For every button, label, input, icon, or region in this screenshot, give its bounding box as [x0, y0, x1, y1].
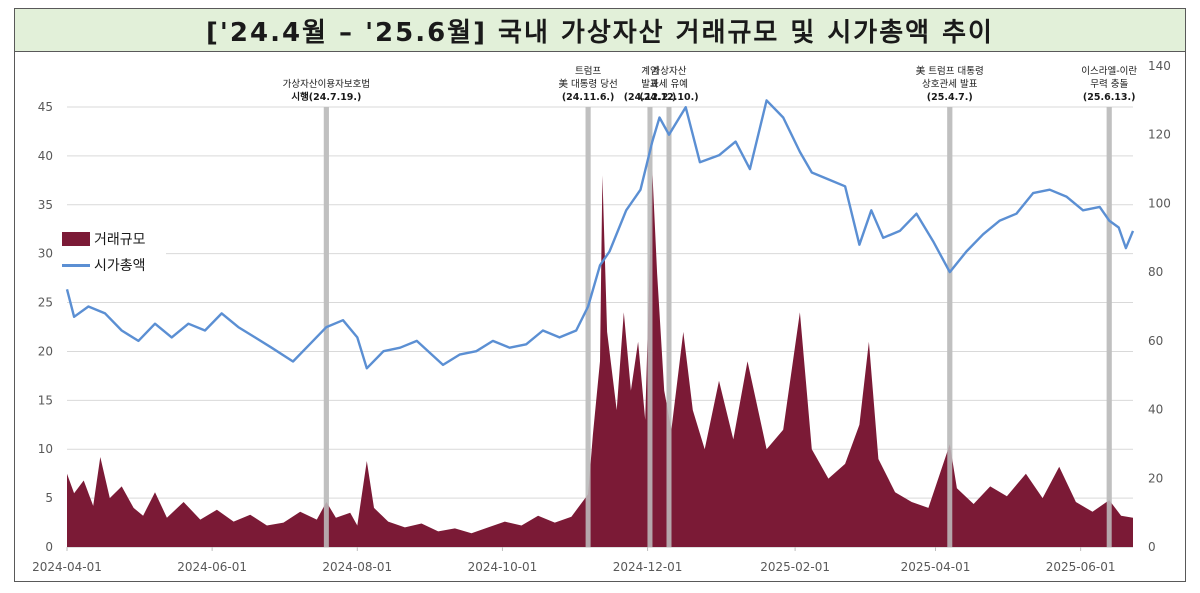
x-tick-label: 2024-12-01	[613, 560, 683, 574]
y-right-tick-label: 60	[1148, 334, 1163, 348]
y-left-tick-label: 20	[38, 344, 53, 358]
event-marker-bar-overlay	[647, 107, 653, 547]
y-right-tick-label: 120	[1148, 128, 1171, 142]
event-marker-bar-overlay	[585, 107, 591, 547]
y-right-tick-label: 80	[1148, 265, 1163, 279]
chart-title: ['24.4월 – '25.6월] 국내 가상자산 거래규모 및 시가총액 추이	[206, 17, 994, 48]
y-right-tick-label: 0	[1148, 540, 1156, 554]
event-annotation-label: 트럼프	[575, 65, 601, 77]
y-left-tick-label: 15	[38, 393, 53, 407]
x-tick-label: 2024-06-01	[177, 560, 247, 574]
event-annotation-label: 과세 유예	[650, 79, 688, 90]
event-marker-bar-overlay	[947, 107, 953, 547]
series-area-volume	[67, 170, 1133, 547]
event-annotation-label: 가상자산	[652, 66, 687, 77]
x-tick-label: 2024-04-01	[32, 560, 102, 574]
x-tick-label: 2025-02-01	[760, 560, 830, 574]
event-annotation-label: (25.4.7.)	[927, 92, 973, 103]
y-right-tick-label: 100	[1148, 196, 1171, 210]
y-left-tick-label: 30	[38, 247, 53, 261]
y-right-tick-label: 40	[1148, 403, 1163, 417]
x-tick-label: 2024-08-01	[322, 560, 392, 574]
legend-label-volume: 거래규모	[94, 232, 146, 248]
event-marker-bar-overlay	[1106, 107, 1112, 547]
event-annotation-label: 이스라엘-이란	[1081, 65, 1137, 77]
y-left-tick-label: 40	[38, 149, 53, 163]
title-bar: ['24.4월 – '25.6월] 국내 가상자산 거래규모 및 시가총액 추이	[15, 9, 1185, 52]
event-annotation-label: (25.6.13.)	[1083, 92, 1136, 103]
legend-label-marketcap: 시가총액	[94, 258, 146, 274]
event-annotation-label: 가상자산이용자보호법	[283, 79, 370, 90]
event-annotation-label: 계엄	[641, 65, 658, 77]
y-right-tick-label: 140	[1148, 59, 1171, 73]
event-annotation-label: (24.12.10.)	[639, 92, 698, 103]
y-left-tick-label: 25	[38, 296, 53, 310]
event-marker-bar-overlay	[666, 107, 672, 547]
event-annotation-label: 상호관세 발표	[922, 79, 978, 90]
x-tick-label: 2025-04-01	[901, 560, 971, 574]
event-annotation-label: 발표	[641, 79, 659, 90]
y-left-tick-label: 45	[38, 100, 53, 114]
y-left-tick-label: 0	[45, 540, 53, 554]
y-right-tick-label: 20	[1148, 471, 1163, 485]
series-line-marketcap	[65, 99, 1135, 370]
y-left-tick-label: 10	[38, 442, 53, 456]
y-left-tick-label: 5	[45, 491, 53, 505]
legend-entry-volume: 거래규모	[62, 226, 166, 252]
x-tick-label: 2025-06-01	[1046, 560, 1116, 574]
x-tick-label: 2024-10-01	[468, 560, 538, 574]
event-annotation-label: (24.11.6.)	[562, 92, 615, 103]
event-annotation-label: (24.12.2.)	[624, 92, 677, 103]
event-annotation-label: 美 트럼프 대통령	[916, 65, 984, 77]
event-annotation-label: 美 대통령 당선	[558, 78, 617, 90]
y-left-tick-label: 35	[38, 198, 53, 212]
event-annotation-label: 무력 충돌	[1090, 78, 1128, 90]
legend-swatch-marketcap	[62, 263, 90, 267]
event-annotation-label: 시행(24.7.19.)	[291, 91, 361, 103]
legend-entry-marketcap: 시가총액	[62, 252, 166, 278]
legend-swatch-volume	[62, 232, 90, 246]
legend: 거래규모 시가총액	[62, 226, 166, 280]
